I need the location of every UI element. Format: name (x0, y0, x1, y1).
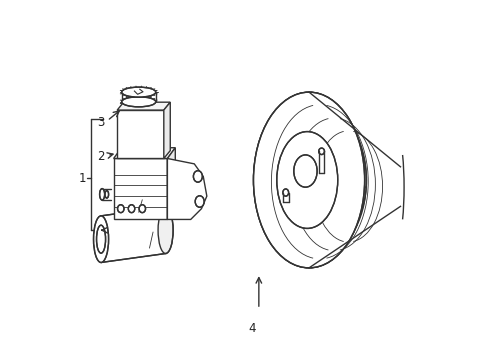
Ellipse shape (253, 92, 364, 268)
Polygon shape (101, 207, 165, 262)
Ellipse shape (158, 207, 173, 253)
Polygon shape (113, 158, 167, 220)
Polygon shape (117, 102, 170, 110)
Text: 1: 1 (79, 172, 86, 185)
Ellipse shape (122, 87, 155, 97)
Text: 3: 3 (97, 116, 104, 129)
Ellipse shape (293, 155, 317, 187)
Ellipse shape (100, 189, 104, 200)
Ellipse shape (195, 196, 203, 207)
Ellipse shape (128, 205, 135, 213)
Ellipse shape (122, 97, 155, 107)
Ellipse shape (117, 205, 124, 213)
Ellipse shape (139, 205, 145, 213)
Polygon shape (167, 148, 175, 220)
Polygon shape (167, 158, 206, 220)
Polygon shape (117, 110, 163, 158)
Ellipse shape (105, 190, 108, 198)
Polygon shape (113, 148, 175, 158)
Ellipse shape (96, 225, 105, 253)
Ellipse shape (93, 216, 108, 262)
Ellipse shape (282, 189, 288, 196)
Ellipse shape (276, 132, 337, 228)
Ellipse shape (318, 148, 324, 154)
Polygon shape (163, 102, 170, 158)
Ellipse shape (193, 171, 202, 182)
Text: 4: 4 (247, 322, 255, 335)
Text: 2: 2 (97, 150, 104, 163)
